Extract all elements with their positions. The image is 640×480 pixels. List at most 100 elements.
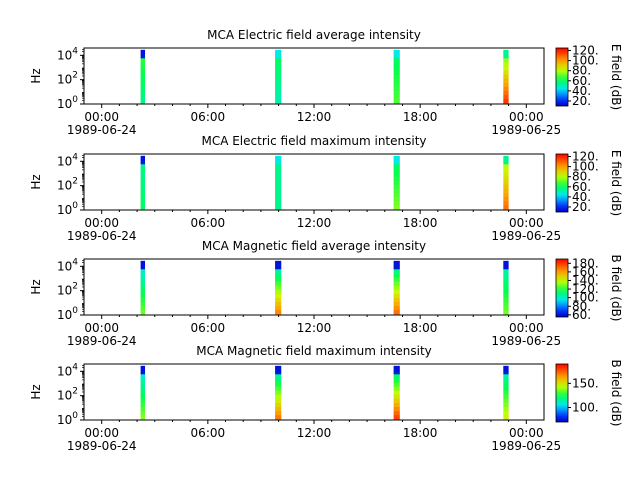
spectrogram-cell (140, 53, 146, 59)
x-tick-label: 00:00 (84, 321, 119, 335)
spectrogram-cell (393, 301, 400, 307)
colorbar (555, 47, 569, 107)
spectrogram-cell (140, 188, 146, 193)
spectrogram-cell (503, 58, 509, 63)
spectrogram-cell (275, 386, 282, 391)
spectrogram-cell (275, 297, 282, 302)
spectrogram-cell (275, 94, 282, 100)
spectrogram-cell (140, 289, 146, 294)
colorbar (555, 153, 569, 213)
spectrogram-cell (503, 402, 509, 407)
colorbar-tick-label: 100. (572, 54, 599, 68)
spectrogram-cell (275, 277, 282, 282)
axes-frame (83, 47, 545, 105)
spectrogram-burst (140, 155, 146, 210)
spectrogram-cell (140, 297, 146, 302)
colorbar-tick-label: 120. (572, 44, 599, 58)
y-tick-base: 10 (57, 259, 72, 273)
spectrogram-cell (503, 90, 509, 96)
spectrogram-cell (393, 70, 400, 75)
y-tick-label: 100 (57, 306, 78, 322)
spectrogram-cell (393, 196, 400, 202)
spectrogram-cell (393, 184, 400, 189)
spectrogram-cell (503, 264, 509, 270)
spectrogram-cell (503, 155, 509, 161)
panel-title: MCA Electric field average intensity (207, 28, 421, 42)
spectrogram-cell (275, 204, 282, 210)
x-date-label: 1989-06-24 (67, 229, 137, 243)
x-tick-label: 12:00 (297, 110, 332, 124)
y-axis-label: Hz (29, 174, 43, 189)
spectrogram-burst (140, 49, 146, 104)
spectrogram-cell (503, 382, 509, 387)
spectrogram-cell (503, 386, 509, 391)
spectrogram-cell (140, 192, 146, 197)
spectrogram-cell (503, 398, 509, 403)
y-tick-exponent: 0 (72, 95, 78, 105)
spectrogram-cell (393, 394, 400, 399)
colorbar-label: B field (dB) (609, 255, 623, 322)
spectrogram-cell (393, 176, 400, 181)
spectrogram-cell (393, 374, 400, 379)
spectrogram-burst (503, 155, 509, 210)
y-tick-label: 102 (57, 387, 78, 403)
spectrogram-cell (393, 172, 400, 177)
x-date-label: 1989-06-25 (491, 334, 561, 348)
spectrogram-cell (275, 86, 282, 91)
spectrogram-cell (503, 53, 509, 59)
spectrogram-cell (275, 390, 282, 395)
spectrogram-cell (275, 281, 282, 286)
colorbar-tick-label: 60. (572, 74, 591, 88)
spectrogram-cell (140, 159, 146, 165)
x-tick-label: 12:00 (297, 426, 332, 440)
y-tick-base: 10 (57, 97, 72, 111)
spectrogram-cell (275, 410, 282, 416)
spectrogram-cell (275, 98, 282, 104)
spectrogram-cell (503, 94, 509, 100)
y-tick-base: 10 (57, 308, 72, 322)
spectrogram-cell (393, 398, 400, 403)
y-tick-exponent: 2 (72, 71, 78, 81)
spectrogram-cell (393, 386, 400, 391)
panel-title: MCA Magnetic field maximum intensity (196, 344, 432, 358)
x-tick-label: 18:00 (403, 110, 438, 124)
spectrogram-cell (275, 382, 282, 387)
y-tick-exponent: 2 (72, 282, 78, 292)
spectrogram-cell (503, 414, 509, 420)
spectrogram-cell (393, 49, 400, 55)
spectrogram-cell (393, 180, 400, 185)
spectrogram-cell (275, 172, 282, 177)
spectrogram-cell (393, 297, 400, 302)
spectrogram-cell (503, 66, 509, 71)
spectrogram-cell (140, 365, 146, 371)
y-tick-base: 10 (57, 413, 72, 427)
x-tick-label: 12:00 (297, 216, 332, 230)
spectrogram-cell (393, 82, 400, 87)
colorbar-label: B field (dB) (609, 360, 623, 427)
spectrogram-cell (393, 289, 400, 294)
y-tick-label: 102 (57, 282, 78, 298)
spectrogram-cell (140, 305, 146, 311)
spectrogram-burst (503, 365, 509, 420)
spectrogram-cell (393, 285, 400, 290)
spectrogram-cell (140, 204, 146, 210)
colorbar-tick-label: 80. (572, 170, 591, 184)
spectrogram-cell (503, 277, 509, 282)
spectrogram-cell (275, 90, 282, 96)
colorbar-tick-label: 100. (572, 160, 599, 174)
spectrogram-cell (503, 200, 509, 206)
spectrogram-cell (393, 410, 400, 416)
spectrogram-cell (393, 204, 400, 210)
spectrogram-cell (503, 70, 509, 75)
spectrogram-cell (393, 168, 400, 173)
spectrogram-cell (140, 309, 146, 315)
spectrogram-cell (275, 188, 282, 193)
colorbar-tick-label: 80. (572, 64, 591, 78)
colorbar-tick-label: 60. (572, 180, 591, 194)
y-tick-base: 10 (57, 364, 72, 378)
spectrogram-cell (393, 269, 400, 274)
x-tick-label: 00:00 (84, 426, 119, 440)
spectrogram-cell (503, 74, 509, 79)
y-tick-label: 104 (57, 257, 78, 273)
panel-title: MCA Electric field maximum intensity (201, 134, 426, 148)
